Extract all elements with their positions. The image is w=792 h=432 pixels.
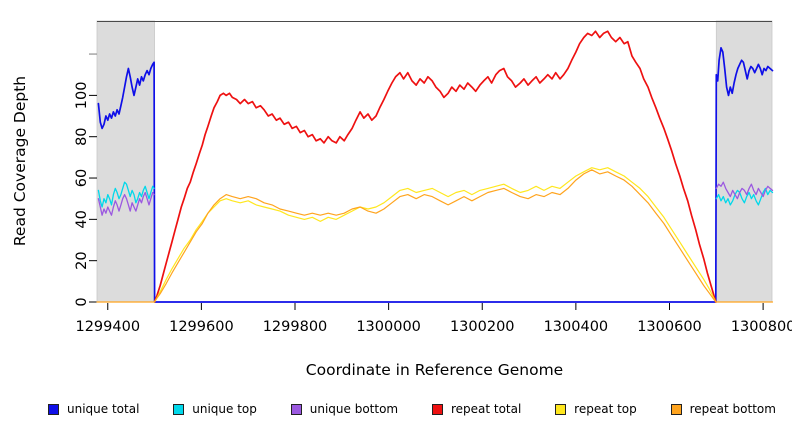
y-axis-title: Read Coverage Depth [11, 75, 29, 247]
x-tick-label: 1299600 [169, 319, 234, 335]
legend-item-unique-total: unique total [48, 402, 139, 416]
series-line-unique-total [97, 47, 774, 303]
legend-swatch-unique-total [48, 403, 59, 415]
x-axis-title: Coordinate in Reference Genome [305, 361, 564, 379]
legend-label: unique top [192, 402, 257, 416]
legend-swatch-repeat-bottom [670, 403, 682, 415]
legend-swatch-repeat-top [555, 403, 567, 415]
legend-label: repeat bottom [689, 402, 776, 416]
legend-swatch-unique-bottom [290, 403, 302, 415]
legend-item-repeat-bottom: repeat bottom [670, 402, 776, 416]
x-tick-label: 1300800 [731, 319, 792, 335]
series-line-repeat-top [153, 167, 717, 303]
x-tick-label: 1300400 [544, 319, 609, 335]
legend-swatch-unique-top [173, 403, 185, 415]
y-tick-label: 100 [74, 82, 90, 110]
series-line-unique-bottom [97, 191, 155, 216]
y-tick-label: 80 [74, 127, 90, 145]
series-line-unique-top [97, 181, 155, 208]
chart-legend: unique total unique top unique bottom repea… [48, 399, 776, 419]
y-tick-label: 20 [74, 251, 90, 269]
legend-item-repeat-total: repeat total [431, 402, 522, 416]
series-line-unique-top [715, 187, 774, 206]
x-tick-label: 1300000 [356, 319, 421, 335]
y-tick-label: 60 [74, 169, 90, 187]
legend-label: unique total [67, 402, 140, 416]
series-line-repeat-bottom [96, 169, 774, 303]
legend-item-unique-top: unique top [173, 402, 257, 416]
legend-label: unique bottom [309, 402, 399, 416]
x-tick-label: 1299400 [75, 319, 140, 335]
y-tick-label: 40 [74, 210, 90, 228]
x-tick-label: 1300600 [637, 319, 702, 335]
coverage-chart-svg: 1299400 1299600 1299800 1300000 1300200 13004… [74, 20, 792, 335]
legend-label: repeat total [450, 402, 522, 416]
series-line-repeat-total [153, 30, 717, 303]
y-tick-label: 0 [74, 297, 90, 306]
series-line-unique-bottom [715, 181, 774, 200]
legend-item-repeat-top: repeat top [555, 402, 637, 416]
legend-item-unique-bottom: unique bottom [290, 402, 399, 416]
x-tick-label: 1299800 [263, 319, 328, 335]
legend-swatch-repeat-total [431, 403, 443, 415]
shaded-region [96, 20, 155, 303]
plot-area: 1299400 1299600 1299800 1300000 1300200 13004… [74, 20, 792, 335]
legend-label: repeat top [574, 402, 637, 416]
x-tick-label: 1300200 [450, 319, 515, 335]
